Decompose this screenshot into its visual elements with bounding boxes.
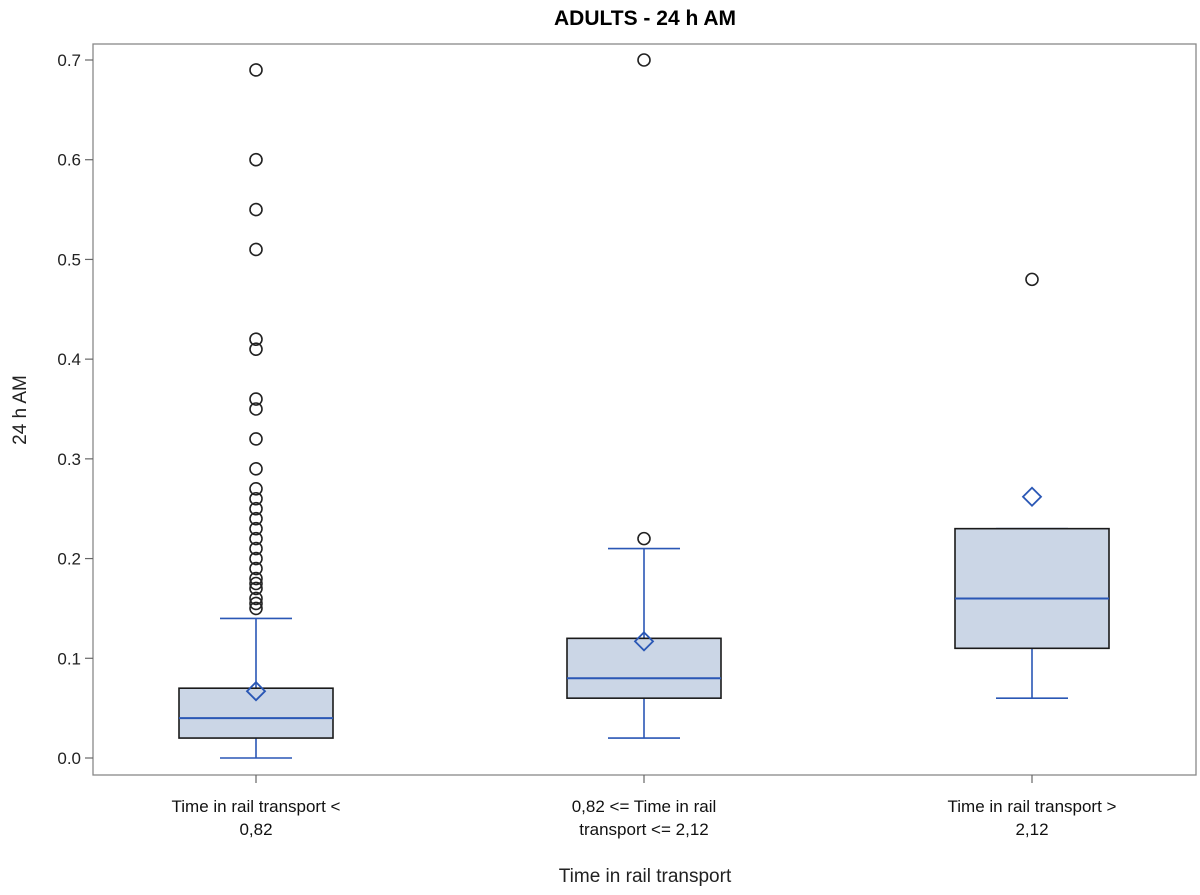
outlier-point [249,601,263,616]
x-tick-label: transport <= 2,12 [579,820,708,839]
outlier-point [249,202,263,217]
x-tick-label: Time in rail transport < [172,797,341,816]
y-tick-label: 0.2 [57,550,81,569]
outlier-point [249,551,263,566]
y-axis: 0.0 0.1 0.2 0.3 0.4 0.5 0.6 0.7 [57,51,93,768]
boxplot-group [178,63,334,759]
iqr-box [954,527,1110,650]
outlier-point [249,481,263,496]
outlier-point [249,531,263,546]
outlier-point [249,491,263,506]
y-tick-label: 0.5 [57,250,81,269]
y-tick-label: 0.0 [57,749,81,768]
outlier-point [249,402,263,416]
outlier-point [249,511,263,526]
x-axis-title: Time in rail transport [559,866,732,887]
outlier-point [249,521,263,536]
outlier-point [249,152,263,167]
iqr-box [178,687,334,739]
outlier-point [249,462,263,476]
outlier-point [637,531,651,546]
outlier-point [249,561,263,576]
x-tick-label: Time in rail transport > [948,797,1117,816]
mean-marker [633,631,655,652]
y-axis-title: 24 h AM [10,375,31,445]
outlier-point [249,242,263,257]
outlier-point [249,501,263,516]
y-tick-label: 0.3 [57,450,81,469]
outlier-point [249,596,263,611]
outlier-point [637,53,651,67]
outlier-point [249,63,263,77]
boxplot-group [566,53,722,739]
outlier-point [249,581,263,596]
outlier-point [249,571,263,586]
outlier-point [249,541,263,556]
x-tick-label: 2,12 [1015,820,1048,839]
outlier-point [1025,272,1039,287]
chart-title: ADULTS - 24 h AM [554,7,736,30]
outlier-point [249,392,263,406]
y-tick-label: 0.1 [57,649,81,668]
y-tick-label: 0.7 [57,51,81,70]
outlier-point [249,332,263,347]
x-tick-label: 0,82 [239,820,272,839]
mean-marker [1021,486,1043,508]
y-tick-label: 0.4 [57,350,81,369]
outlier-point [249,432,263,446]
x-axis: Time in rail transport < 0,82 0,82 <= Time… [172,775,1117,839]
y-tick-label: 0.6 [57,151,81,170]
outlier-point [249,576,263,591]
outlier-point [249,591,263,606]
boxplot-groups [178,53,1110,759]
outlier-point [249,342,263,356]
iqr-box [566,637,722,699]
boxplot-group [954,272,1110,699]
x-tick-label: 0,82 <= Time in rail [572,797,717,816]
mean-marker [245,680,267,702]
